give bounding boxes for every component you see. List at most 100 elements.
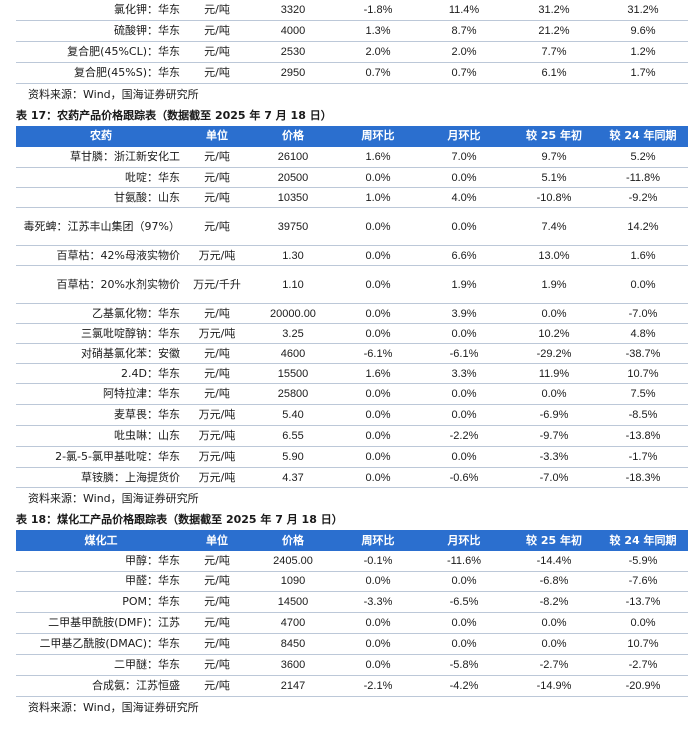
table-cell: 2-氯-5-氯甲基吡啶：华东 bbox=[16, 446, 186, 468]
table-cell: -14.4% bbox=[510, 551, 598, 572]
table-cell: 毒死蜱：江苏丰山集团（97%） bbox=[16, 207, 186, 246]
table-cell: 11.9% bbox=[510, 363, 598, 384]
table-cell: 元/吨 bbox=[186, 20, 248, 42]
column-header: 月环比 bbox=[418, 125, 510, 147]
table-row: 合成氨：江苏恒盛 元/吨 2147 -2.1% -4.2% -14.9% -20… bbox=[16, 675, 688, 697]
table-cell: -11.8% bbox=[598, 167, 688, 188]
report-page: 氯化钾：华东 元/吨 3320 -1.8% 11.4% 31.2% 31.2% … bbox=[16, 0, 688, 714]
table-cell: 吡啶：华东 bbox=[16, 167, 186, 188]
fertilizer-price-table: 氯化钾：华东 元/吨 3320 -1.8% 11.4% 31.2% 31.2% … bbox=[16, 0, 688, 84]
table-cell: 0.0% bbox=[338, 612, 418, 634]
pesticide-price-table: 农药 单位 价格 周环比 月环比 较 25 年初 较 24 年同期 草甘膦：浙江… bbox=[16, 125, 688, 488]
column-header: 较 24 年同期 bbox=[598, 530, 688, 551]
table-row: 二甲醚：华东 元/吨 3600 0.0% -5.8% -2.7% -2.7% bbox=[16, 654, 688, 676]
table-cell: 0.0% bbox=[338, 404, 418, 426]
table-cell: 百草枯：42%母液实物价 bbox=[16, 245, 186, 266]
table-cell: 10.2% bbox=[510, 323, 598, 344]
source-note: 资料来源：Wind，国海证券研究所 bbox=[28, 700, 199, 714]
table-cell: 元/吨 bbox=[186, 612, 248, 634]
table-18-caption: 表 18：煤化工产品价格跟踪表（数据截至 2025 年 7 月 18 日） bbox=[16, 513, 343, 526]
table-cell: 20500 bbox=[248, 167, 338, 188]
table-cell: 吡虫啉：山东 bbox=[16, 425, 186, 447]
table-cell: -6.9% bbox=[510, 404, 598, 426]
table-row: 2.4D：华东 元/吨 15500 1.6% 3.3% 11.9% 10.7% bbox=[16, 363, 688, 384]
column-header: 较 24 年同期 bbox=[598, 125, 688, 147]
table-cell: 21.2% bbox=[510, 20, 598, 42]
table-cell: 0.0% bbox=[510, 303, 598, 324]
table-cell: 0.0% bbox=[338, 245, 418, 266]
table-header-row: 农药 单位 价格 周环比 月环比 较 25 年初 较 24 年同期 bbox=[16, 125, 688, 147]
table-row: 对硝基氯化苯：安徽 元/吨 4600 -6.1% -6.1% -29.2% -3… bbox=[16, 343, 688, 364]
table-cell: 0.0% bbox=[338, 265, 418, 304]
table-cell: 0.0% bbox=[418, 633, 510, 655]
table-cell: 10350 bbox=[248, 187, 338, 208]
table-cell: 乙基氯化物：华东 bbox=[16, 303, 186, 324]
table-cell: 复合肥(45%CL)：华东 bbox=[16, 41, 186, 63]
table-cell: 甘氨酸：山东 bbox=[16, 187, 186, 208]
table-cell: 万元/吨 bbox=[186, 245, 248, 266]
table-cell: 25800 bbox=[248, 383, 338, 405]
table-cell: 4.37 bbox=[248, 467, 338, 488]
table-cell: -6.8% bbox=[510, 571, 598, 592]
table-cell: 0.0% bbox=[418, 167, 510, 188]
table-cell: -1.8% bbox=[338, 0, 418, 21]
table-cell: 5.40 bbox=[248, 404, 338, 426]
table-cell: -6.1% bbox=[418, 343, 510, 364]
table-cell: -0.1% bbox=[338, 551, 418, 572]
column-header: 价格 bbox=[248, 125, 338, 147]
table-cell: 1.6% bbox=[338, 146, 418, 168]
table-cell: 39750 bbox=[248, 207, 338, 246]
table-cell: 合成氨：江苏恒盛 bbox=[16, 675, 186, 697]
table-cell: 8.7% bbox=[418, 20, 510, 42]
table-cell: 三氯吡啶醇钠：华东 bbox=[16, 323, 186, 344]
table-cell: 2147 bbox=[248, 675, 338, 697]
table-cell: 2530 bbox=[248, 41, 338, 63]
table-cell: -13.7% bbox=[598, 591, 688, 613]
table-cell: 2.0% bbox=[338, 41, 418, 63]
table-cell: -9.2% bbox=[598, 187, 688, 208]
table-row: 麦草畏：华东 万元/吨 5.40 0.0% 0.0% -6.9% -8.5% bbox=[16, 404, 688, 426]
table-cell: 1.9% bbox=[510, 265, 598, 304]
table-cell: -5.9% bbox=[598, 551, 688, 572]
table-cell: 二甲基乙酰胺(DMAC)：华东 bbox=[16, 633, 186, 655]
table-cell: 0.0% bbox=[418, 446, 510, 468]
table-cell: -7.0% bbox=[598, 303, 688, 324]
table-row: 硫酸钾：华东 元/吨 4000 1.3% 8.7% 21.2% 9.6% bbox=[16, 20, 688, 42]
table-cell: 14.2% bbox=[598, 207, 688, 246]
table-cell: -10.8% bbox=[510, 187, 598, 208]
column-header: 周环比 bbox=[338, 125, 418, 147]
table-cell: -0.6% bbox=[418, 467, 510, 488]
table-cell: 3.3% bbox=[418, 363, 510, 384]
table-cell: 元/吨 bbox=[186, 551, 248, 572]
table-cell: 6.55 bbox=[248, 425, 338, 447]
table-cell: -7.6% bbox=[598, 571, 688, 592]
table-cell: 0.0% bbox=[598, 265, 688, 304]
table-row: 复合肥(45%CL)：华东 元/吨 2530 2.0% 2.0% 7.7% 1.… bbox=[16, 41, 688, 63]
table-cell: 元/吨 bbox=[186, 591, 248, 613]
column-header: 月环比 bbox=[418, 530, 510, 551]
table-row: 乙基氯化物：华东 元/吨 20000.00 0.0% 3.9% 0.0% -7.… bbox=[16, 303, 688, 324]
table-cell: 1.6% bbox=[598, 245, 688, 266]
table-cell: -3.3% bbox=[510, 446, 598, 468]
table-cell: 4.0% bbox=[418, 187, 510, 208]
table-cell: 2405.00 bbox=[248, 551, 338, 572]
table-cell: 0.0% bbox=[338, 446, 418, 468]
column-header: 较 25 年初 bbox=[510, 530, 598, 551]
table-cell: 0.0% bbox=[338, 167, 418, 188]
table-cell: -29.2% bbox=[510, 343, 598, 364]
table-cell: 0.0% bbox=[338, 425, 418, 447]
table-cell: 3600 bbox=[248, 654, 338, 676]
table-row: 阿特拉津：华东 元/吨 25800 0.0% 0.0% 0.0% 7.5% bbox=[16, 383, 688, 405]
table-row: 毒死蜱：江苏丰山集团（97%） 元/吨 39750 0.0% 0.0% 7.4%… bbox=[16, 207, 688, 246]
table-header-row: 煤化工 单位 价格 周环比 月环比 较 25 年初 较 24 年同期 bbox=[16, 530, 688, 551]
table-cell: 0.0% bbox=[418, 323, 510, 344]
table-cell: 万元/吨 bbox=[186, 446, 248, 468]
table-cell: 7.7% bbox=[510, 41, 598, 63]
table-cell: 1.2% bbox=[598, 41, 688, 63]
table-cell: 复合肥(45%S)：华东 bbox=[16, 62, 186, 84]
table-cell: 2950 bbox=[248, 62, 338, 84]
table-cell: 10.7% bbox=[598, 633, 688, 655]
table-row: 百草枯：42%母液实物价 万元/吨 1.30 0.0% 6.6% 13.0% 1… bbox=[16, 245, 688, 266]
table-cell: 对硝基氯化苯：安徽 bbox=[16, 343, 186, 364]
table-cell: -9.7% bbox=[510, 425, 598, 447]
